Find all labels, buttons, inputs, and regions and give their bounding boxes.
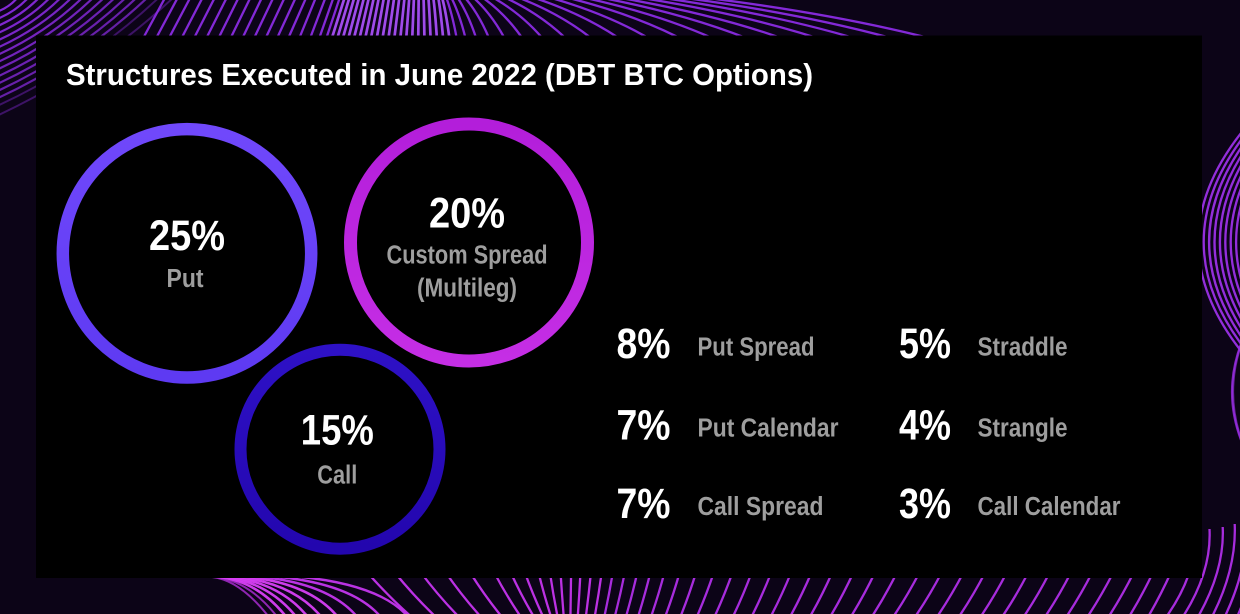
svg-text:Call: Call [317,459,357,489]
svg-text:Put: Put [167,263,204,293]
svg-text:Structures Executed in June 20: Structures Executed in June 2022 (DBT BT… [66,58,813,92]
svg-text:Custom Spread: Custom Spread [387,240,548,270]
svg-text:7%: 7% [617,481,671,528]
svg-text:8%: 8% [617,321,671,368]
svg-text:20%: 20% [429,191,505,238]
svg-text:4%: 4% [899,402,951,449]
svg-text:Strangle: Strangle [978,413,1068,443]
svg-text:Put Spread: Put Spread [698,332,815,362]
svg-text:(Multileg): (Multileg) [417,273,517,303]
svg-text:Put Calendar: Put Calendar [698,413,839,443]
svg-text:7%: 7% [617,402,671,449]
svg-text:Call Calendar: Call Calendar [978,491,1121,521]
svg-text:15%: 15% [301,408,374,455]
svg-text:Call Spread: Call Spread [698,491,824,521]
svg-text:5%: 5% [899,321,951,368]
svg-text:Straddle: Straddle [978,332,1068,362]
svg-text:25%: 25% [149,213,225,260]
svg-text:3%: 3% [899,481,951,528]
